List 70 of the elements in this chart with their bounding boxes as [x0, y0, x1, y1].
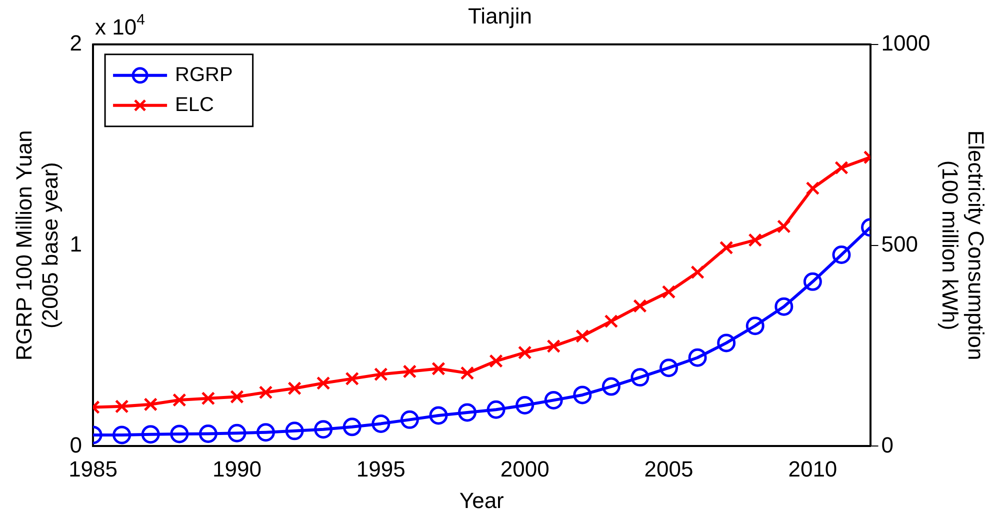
point [544, 390, 563, 410]
point [717, 334, 736, 352]
y2-axis-title: Electricity Consumption (100 million kWh) [937, 130, 989, 360]
point [806, 181, 820, 196]
y-axis-title: RGRP 100 Million Yuan (2005 base year) [11, 130, 63, 360]
point [630, 368, 650, 387]
point [688, 348, 707, 367]
point [458, 403, 477, 422]
point [518, 346, 532, 360]
legend-label: ELC [175, 94, 214, 116]
point [604, 314, 618, 328]
point [201, 391, 216, 406]
x-axis-title: Year [459, 488, 504, 513]
point [345, 372, 360, 386]
point [546, 339, 561, 354]
point [690, 265, 704, 280]
point [144, 398, 158, 412]
x-tick-label: 1990 [212, 456, 262, 482]
x-tick-label: 2000 [500, 456, 550, 482]
point [316, 376, 330, 390]
point [288, 381, 302, 396]
y2-tick-label: 500 [881, 231, 918, 256]
point [114, 400, 129, 414]
point [803, 272, 822, 291]
y2-tick-label: 1000 [881, 30, 930, 56]
point [516, 396, 534, 414]
point [776, 220, 791, 234]
point [141, 425, 160, 444]
point [662, 285, 676, 299]
point [832, 245, 851, 264]
x-tick-label: 1995 [356, 456, 406, 482]
x-tick-label: 2005 [644, 456, 694, 482]
point [228, 424, 246, 442]
point [198, 424, 218, 443]
point [314, 420, 333, 439]
x-tick-label: 1985 [68, 456, 118, 482]
point [285, 422, 304, 440]
point [748, 233, 762, 247]
point [342, 418, 362, 436]
point [774, 297, 794, 316]
point [575, 329, 590, 344]
point [834, 160, 848, 175]
point [460, 366, 474, 380]
point [429, 406, 448, 425]
point [660, 358, 678, 378]
point [719, 240, 734, 255]
point [489, 354, 503, 368]
point [400, 410, 419, 429]
y-tick-label: 1 [70, 231, 82, 256]
y2-tick-label: 0 [881, 432, 894, 458]
point [258, 385, 273, 400]
point [170, 424, 189, 444]
point [746, 316, 764, 336]
x-tick-label: 2010 [788, 456, 838, 482]
point [633, 299, 647, 313]
point [573, 386, 592, 404]
point [602, 377, 620, 396]
point [486, 400, 506, 419]
point [432, 362, 446, 376]
y-tick-label: 0 [70, 432, 82, 458]
point [372, 414, 390, 433]
point [374, 367, 388, 382]
point [402, 364, 417, 378]
chart-title: Tianjin [468, 3, 532, 28]
point [172, 393, 186, 407]
point [112, 426, 132, 444]
legend-label: RGRP [175, 64, 233, 86]
point [230, 390, 244, 404]
y-tick-label: 2 [70, 30, 82, 56]
point [256, 423, 275, 442]
